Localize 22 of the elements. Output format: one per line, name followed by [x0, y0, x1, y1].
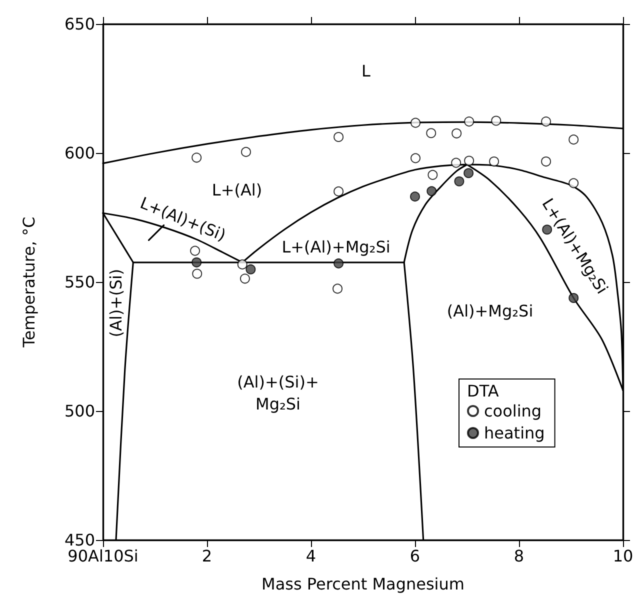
- x-axis-title: Mass Percent Magnesium: [262, 574, 464, 594]
- x-tick-label: 4: [306, 546, 316, 566]
- annotation: (Al)+(Si): [106, 268, 126, 338]
- x-tick-label: 6: [410, 546, 420, 566]
- annotation: (Al)+Mg₂Si: [446, 302, 534, 320]
- legend-label: heating: [484, 424, 545, 442]
- y-tick-label: 600: [64, 144, 95, 162]
- x-tick-label: 2: [202, 546, 212, 566]
- x-tick-label: 90Al10Si: [68, 546, 138, 566]
- annotation: L: [362, 62, 371, 80]
- x-tick-label: 8: [514, 546, 524, 566]
- y-tick-label: 550: [64, 272, 95, 292]
- annotation: (Al)+(Si)+ Mg₂Si: [237, 372, 319, 414]
- legend-label: cooling: [484, 402, 542, 420]
- legend-title: DTA: [467, 382, 499, 400]
- y-tick-label: 650: [64, 14, 95, 34]
- annotation: L+(Al): [212, 180, 262, 200]
- x-tick-label: 10: [612, 546, 634, 566]
- annotation: L+(Al)+Mg₂Si: [282, 238, 390, 256]
- y-tick-label: 450: [64, 530, 95, 550]
- y-axis-title: Temperature, °C: [20, 216, 38, 348]
- y-tick-label: 500: [64, 402, 95, 420]
